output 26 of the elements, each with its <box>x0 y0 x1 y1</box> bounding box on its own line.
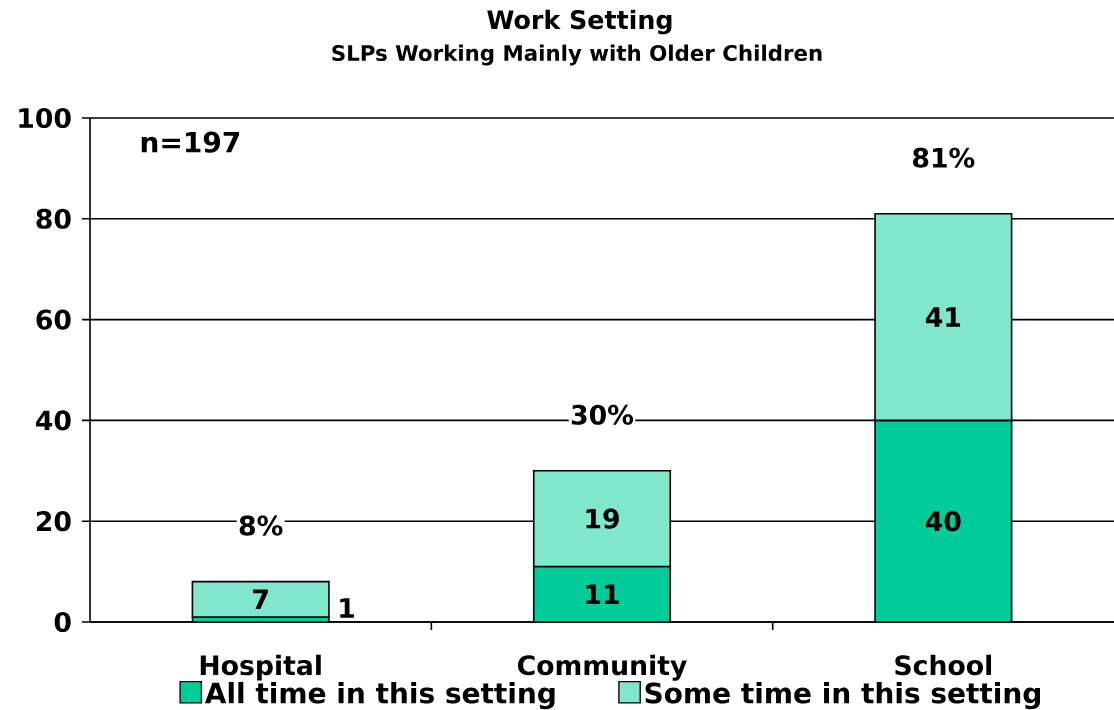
chart-subtitle: SLPs Working Mainly with Older Children <box>332 44 822 66</box>
data-label: 11 <box>586 584 619 604</box>
total-label: 8% <box>239 515 283 536</box>
data-label: 1 <box>340 598 354 618</box>
y-tick-label: 60 <box>36 309 71 330</box>
x-tick-label: Hospital <box>200 654 321 681</box>
total-label: 30% <box>571 404 634 425</box>
y-tick-label: 40 <box>36 410 71 431</box>
x-tick-label: School <box>895 654 991 676</box>
x-tick-label: Community <box>517 654 687 681</box>
y-tick-label: 80 <box>36 208 71 229</box>
data-label: 19 <box>586 508 619 529</box>
y-tick-label: 20 <box>36 511 71 532</box>
data-label: 41 <box>925 307 961 327</box>
bar <box>532 565 672 622</box>
data-label: 40 <box>925 511 961 532</box>
bar <box>532 469 672 568</box>
legend-label: Some time in this setting <box>645 681 1040 710</box>
chart-title: Work Setting <box>487 9 672 35</box>
annotation: n=197 <box>141 131 240 153</box>
legend-label: All time in this setting <box>204 681 555 710</box>
y-tick-label: 0 <box>54 611 71 633</box>
bar <box>874 419 1013 622</box>
data-label: 7 <box>253 589 268 610</box>
total-label: 81% <box>913 147 975 168</box>
y-tick-label: 100 <box>19 107 71 129</box>
